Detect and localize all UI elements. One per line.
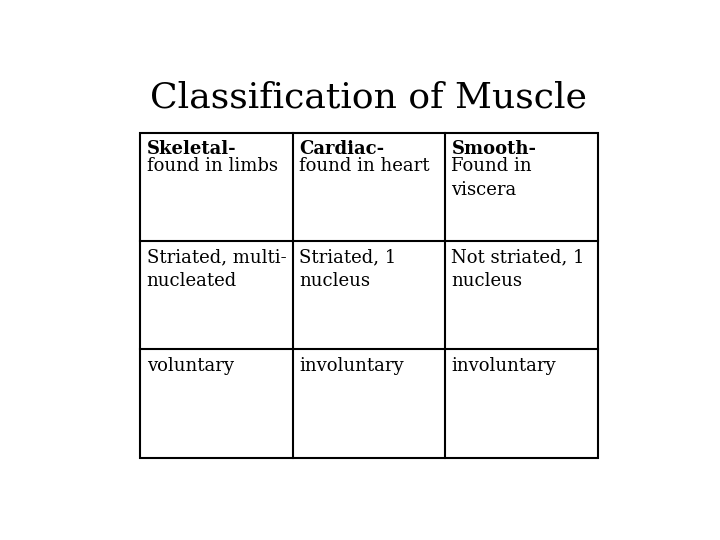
Text: voluntary: voluntary bbox=[147, 357, 233, 375]
Text: involuntary: involuntary bbox=[299, 357, 404, 375]
Text: found in limbs: found in limbs bbox=[147, 157, 278, 175]
Text: Smooth-: Smooth- bbox=[451, 140, 536, 158]
Text: found in heart: found in heart bbox=[299, 157, 429, 175]
Text: Not striated, 1
nucleus: Not striated, 1 nucleus bbox=[451, 248, 585, 290]
Text: Cardiac-: Cardiac- bbox=[299, 140, 384, 158]
Text: involuntary: involuntary bbox=[451, 357, 556, 375]
Bar bbox=[140, 132, 598, 457]
Text: Found in
viscera: Found in viscera bbox=[451, 157, 532, 199]
Text: Striated, 1
nucleus: Striated, 1 nucleus bbox=[299, 248, 396, 290]
Text: Striated, multi-
nucleated: Striated, multi- nucleated bbox=[147, 248, 287, 290]
Text: Skeletal-: Skeletal- bbox=[147, 140, 236, 158]
Text: Classification of Muscle: Classification of Muscle bbox=[150, 80, 588, 114]
